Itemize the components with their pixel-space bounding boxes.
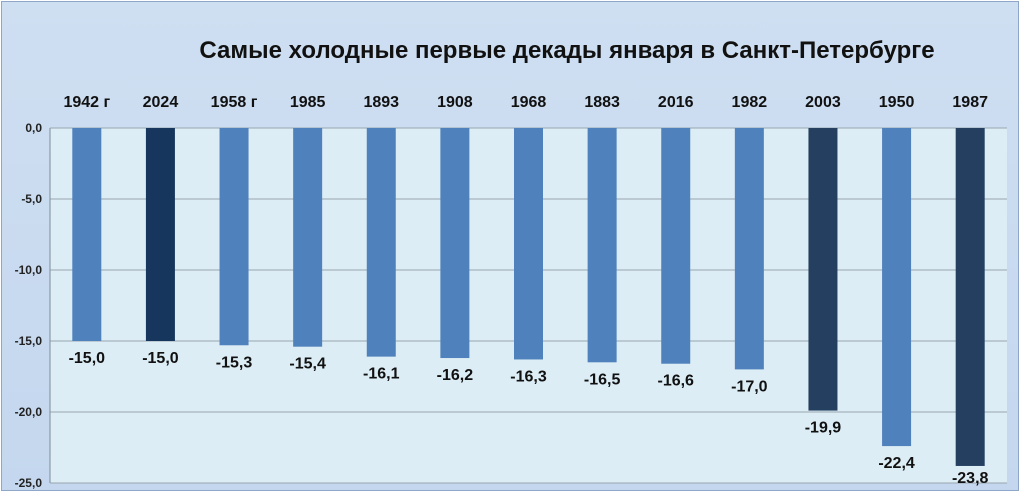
bar xyxy=(587,128,617,363)
bar xyxy=(955,128,985,466)
bar xyxy=(366,128,396,357)
y-tick-label: -10,0 xyxy=(15,263,43,277)
value-label: -23,8 xyxy=(952,470,989,487)
y-tick-label: -5,0 xyxy=(21,192,42,206)
category-label: 1958 г xyxy=(211,94,258,111)
value-label: -15,4 xyxy=(289,356,326,373)
category-label: 1883 xyxy=(584,94,620,111)
category-label: 1987 xyxy=(952,94,988,111)
y-axis-ticks: 0,0 -5,0 -10,0 -15,0 -20,0 -25,0 xyxy=(15,121,43,490)
value-label: -15,3 xyxy=(216,354,253,371)
y-tick-label: -15,0 xyxy=(15,334,43,348)
y-tick-label: -20,0 xyxy=(15,405,43,419)
value-label: -16,3 xyxy=(510,368,547,385)
bar xyxy=(72,128,102,341)
value-label: -17,0 xyxy=(731,378,768,395)
bar xyxy=(219,128,249,346)
value-label: -22,4 xyxy=(878,455,915,472)
category-label: 1968 xyxy=(511,94,547,111)
bar xyxy=(145,128,175,341)
value-label: -16,6 xyxy=(657,373,694,390)
value-label: -15,0 xyxy=(69,350,106,367)
value-label: -19,9 xyxy=(805,420,842,437)
bar xyxy=(514,128,543,360)
bar xyxy=(661,128,691,364)
value-label: -16,2 xyxy=(437,367,474,384)
category-label: 2024 xyxy=(143,94,179,111)
category-labels: 1942 г 2024 1958 г 1985 1893 1908 1968 1883 2016… xyxy=(63,94,988,111)
value-label: -16,1 xyxy=(363,366,400,383)
category-label: 1982 xyxy=(732,94,768,111)
y-tick-label: 0,0 xyxy=(25,121,42,135)
bar xyxy=(734,128,764,370)
category-label: 1985 xyxy=(290,94,326,111)
value-label: -16,5 xyxy=(584,371,621,388)
bar xyxy=(440,128,470,359)
bars xyxy=(72,128,985,466)
category-label: 1942 г xyxy=(63,94,110,111)
chart-title: Самые холодные первые декады января в Са… xyxy=(199,37,934,64)
bar xyxy=(882,128,912,447)
bar xyxy=(293,128,323,347)
bar xyxy=(808,128,838,411)
category-label: 1950 xyxy=(879,94,915,111)
category-label: 2003 xyxy=(805,94,841,111)
category-label: 2016 xyxy=(658,94,694,111)
value-label: -15,0 xyxy=(142,350,179,367)
category-label: 1908 xyxy=(437,94,473,111)
category-label: 1893 xyxy=(363,94,399,111)
value-labels: -15,0 -15,0 -15,3 -15,4 -16,1 -16,2 -16,3 -16,5… xyxy=(69,350,989,487)
y-tick-label: -25,0 xyxy=(15,476,43,490)
